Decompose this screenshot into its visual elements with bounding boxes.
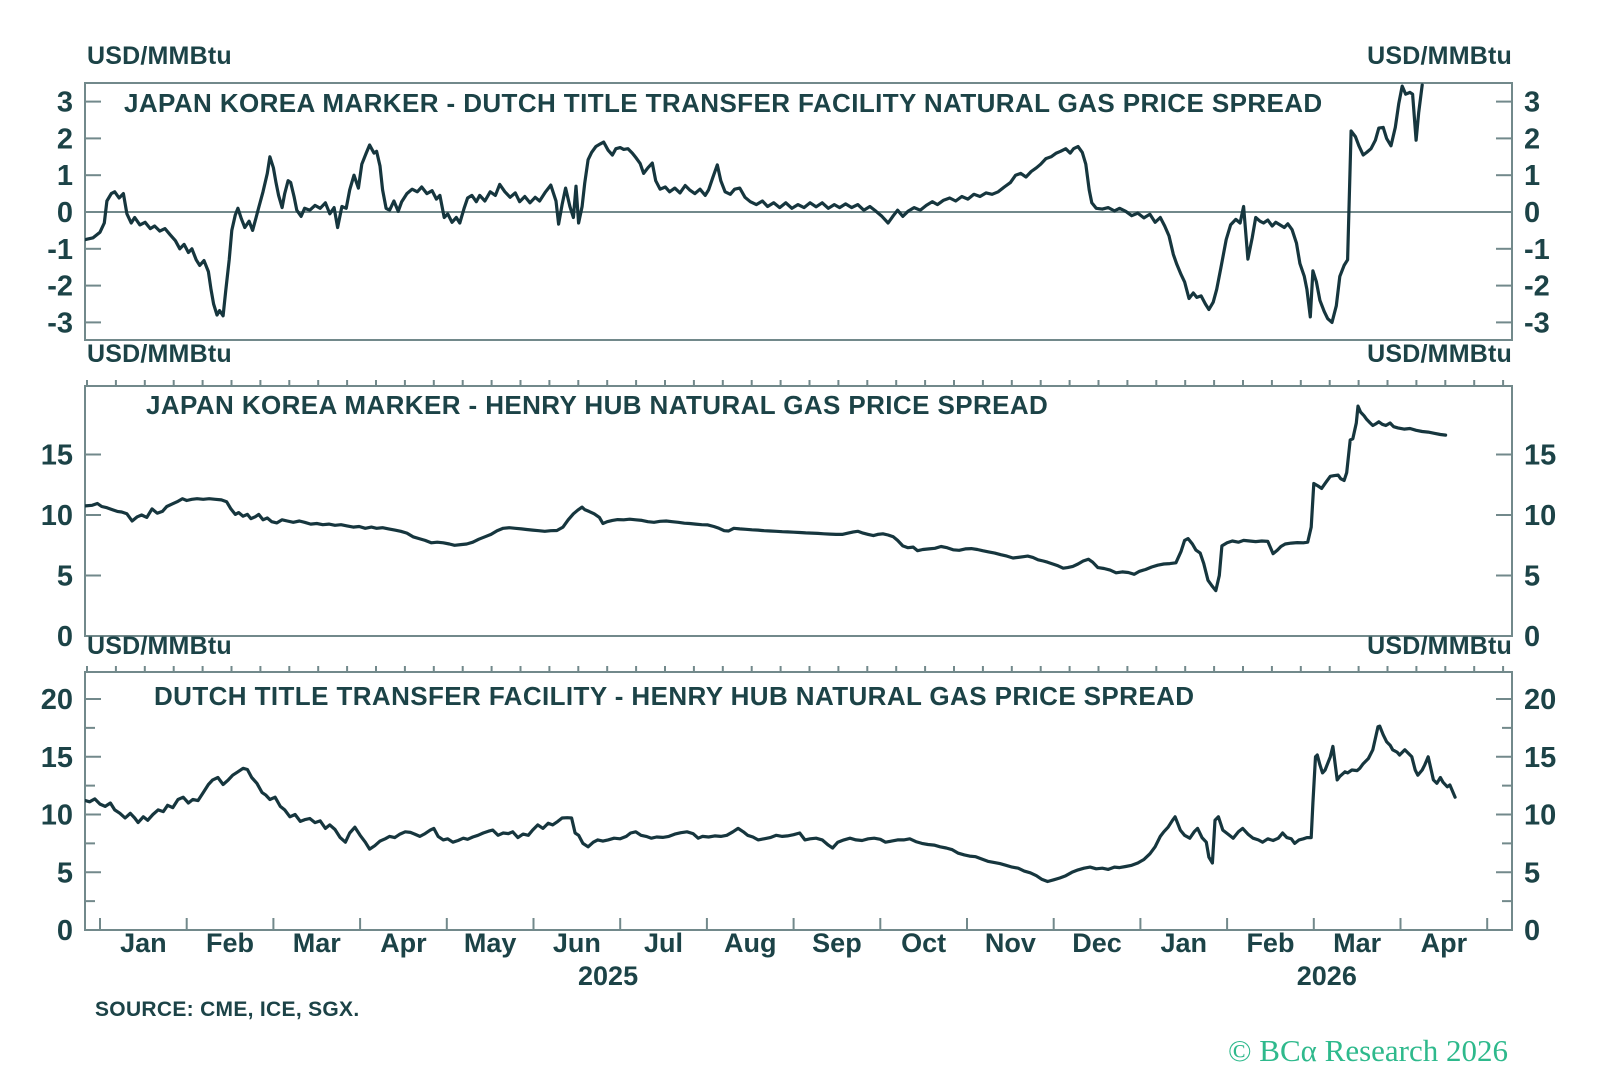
y-tick-label-right: 10 (1524, 800, 1556, 832)
unit-label-mid-left: USD/MMBtu (87, 340, 232, 368)
x-month-label: Sep (812, 928, 862, 958)
y-tick-label-right: 3 (1524, 87, 1540, 119)
y-tick-label-left: 10 (41, 800, 73, 832)
y-tick-label-left: 15 (41, 440, 73, 472)
y-tick-label-right: -1 (1524, 234, 1550, 266)
x-year-label: 2025 (578, 961, 638, 991)
y-tick-label-right: 0 (1524, 197, 1540, 229)
unit-label-bottom-right: USD/MMBtu (1367, 632, 1512, 660)
x-month-label: Oct (901, 928, 946, 958)
y-tick-label-left: 5 (57, 857, 73, 889)
x-month-label: Jan (120, 928, 167, 958)
y-tick-label-left: 10 (41, 500, 73, 532)
y-tick-label-right: 2 (1524, 123, 1540, 155)
panel-border (84, 385, 1513, 637)
y-tick-label-left: 5 (57, 561, 73, 593)
x-month-label: Jul (644, 928, 683, 958)
bca-research-logo: © BCα Research 2026 (1228, 1033, 1508, 1068)
y-tick-label-left: 2 (57, 123, 73, 155)
y-tick-label-left: 1 (57, 160, 73, 192)
y-tick-label-right: 10 (1524, 500, 1556, 532)
y-tick-label-right: -2 (1524, 271, 1550, 303)
y-tick-label-right: -3 (1524, 307, 1550, 339)
y-tick-label-left: 0 (57, 197, 73, 229)
y-tick-label-right: 1 (1524, 160, 1540, 192)
y-tick-label-left: 20 (41, 684, 73, 716)
y-tick-label-right: 0 (1524, 915, 1540, 947)
y-tick-label-left: -2 (47, 271, 73, 303)
y-tick-label-left: -3 (47, 307, 73, 339)
y-tick-label-right: 15 (1524, 742, 1556, 774)
x-month-label: Nov (985, 928, 1036, 958)
x-month-label: Apr (1421, 928, 1468, 958)
y-tick-label-right: 20 (1524, 684, 1556, 716)
x-month-label: Feb (1246, 928, 1294, 958)
panel1-title: JAPAN KOREA MARKER - DUTCH TITLE TRANSFE… (124, 88, 1323, 118)
x-month-label: Apr (380, 928, 427, 958)
unit-label-mid-right: USD/MMBtu (1367, 340, 1512, 368)
series-line-ttf-henry-hub-spread (85, 724, 1457, 884)
x-month-label: Dec (1072, 928, 1122, 958)
y-tick-label-left: 0 (57, 621, 73, 653)
y-tick-label-left: 3 (57, 87, 73, 119)
unit-label-top-right: USD/MMBtu (1367, 42, 1512, 70)
y-tick-label-right: 0 (1524, 621, 1540, 653)
x-month-label: Mar (293, 928, 342, 958)
y-tick-label-right: 5 (1524, 561, 1540, 593)
y-tick-label-left: 15 (41, 742, 73, 774)
y-tick-label-left: -1 (47, 234, 73, 266)
x-month-label: Jan (1160, 928, 1207, 958)
x-month-label: Jun (553, 928, 601, 958)
y-tick-label-right: 15 (1524, 440, 1556, 472)
unit-label-top-left: USD/MMBtu (87, 42, 232, 70)
x-month-label: Aug (724, 928, 776, 958)
source-note: SOURCE: CME, ICE, SGX. (95, 998, 360, 1021)
series-line-jkm-henry-hub-spread (85, 404, 1448, 593)
x-year-label: 2026 (1297, 961, 1357, 991)
panel2-title: JAPAN KOREA MARKER - HENRY HUB NATURAL G… (146, 390, 1049, 420)
x-month-label: Feb (206, 928, 254, 958)
unit-label-bottom-left: USD/MMBtu (87, 632, 232, 660)
y-tick-label-right: 5 (1524, 857, 1540, 889)
panel3-title: DUTCH TITLE TRANSFER FACILITY - HENRY HU… (154, 681, 1195, 711)
series-line-jkm-ttf-spread (85, 83, 1424, 324)
x-month-label: May (464, 928, 517, 958)
y-tick-label-left: 0 (57, 915, 73, 947)
x-month-label: Mar (1333, 928, 1382, 958)
